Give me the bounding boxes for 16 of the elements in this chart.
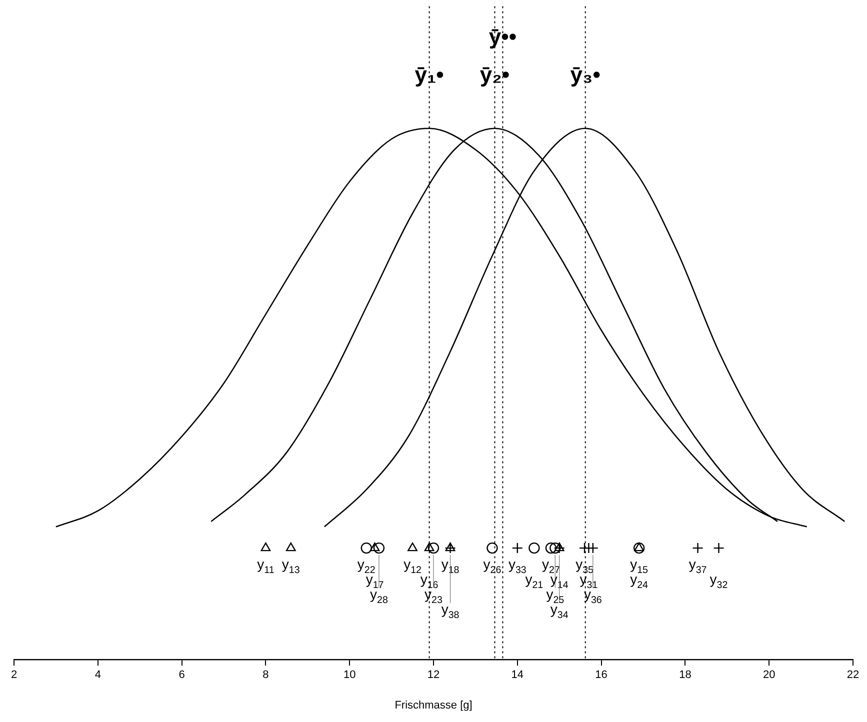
x-tick-label: 8 xyxy=(262,669,269,682)
x-tick-label: 12 xyxy=(427,669,440,682)
x-axis-title: Frischmasse [g] xyxy=(394,699,472,712)
x-tick-label: 4 xyxy=(94,669,101,682)
x-tick-label: 6 xyxy=(178,669,185,682)
ref-line-label: ȳ₁• xyxy=(414,62,444,87)
x-tick-label: 16 xyxy=(595,669,608,682)
x-tick-label: 2 xyxy=(10,669,18,682)
x-tick-label: 14 xyxy=(511,669,524,682)
x-tick-label: 22 xyxy=(846,669,860,682)
ref-line-label: ȳ₃• xyxy=(570,62,600,87)
ref-line-label: ȳ•• xyxy=(488,24,517,49)
x-tick-label: 18 xyxy=(679,669,692,682)
ref-line-label: ȳ₂• xyxy=(480,62,510,87)
x-tick-label: 10 xyxy=(343,669,356,682)
x-tick-label: 20 xyxy=(762,669,776,682)
